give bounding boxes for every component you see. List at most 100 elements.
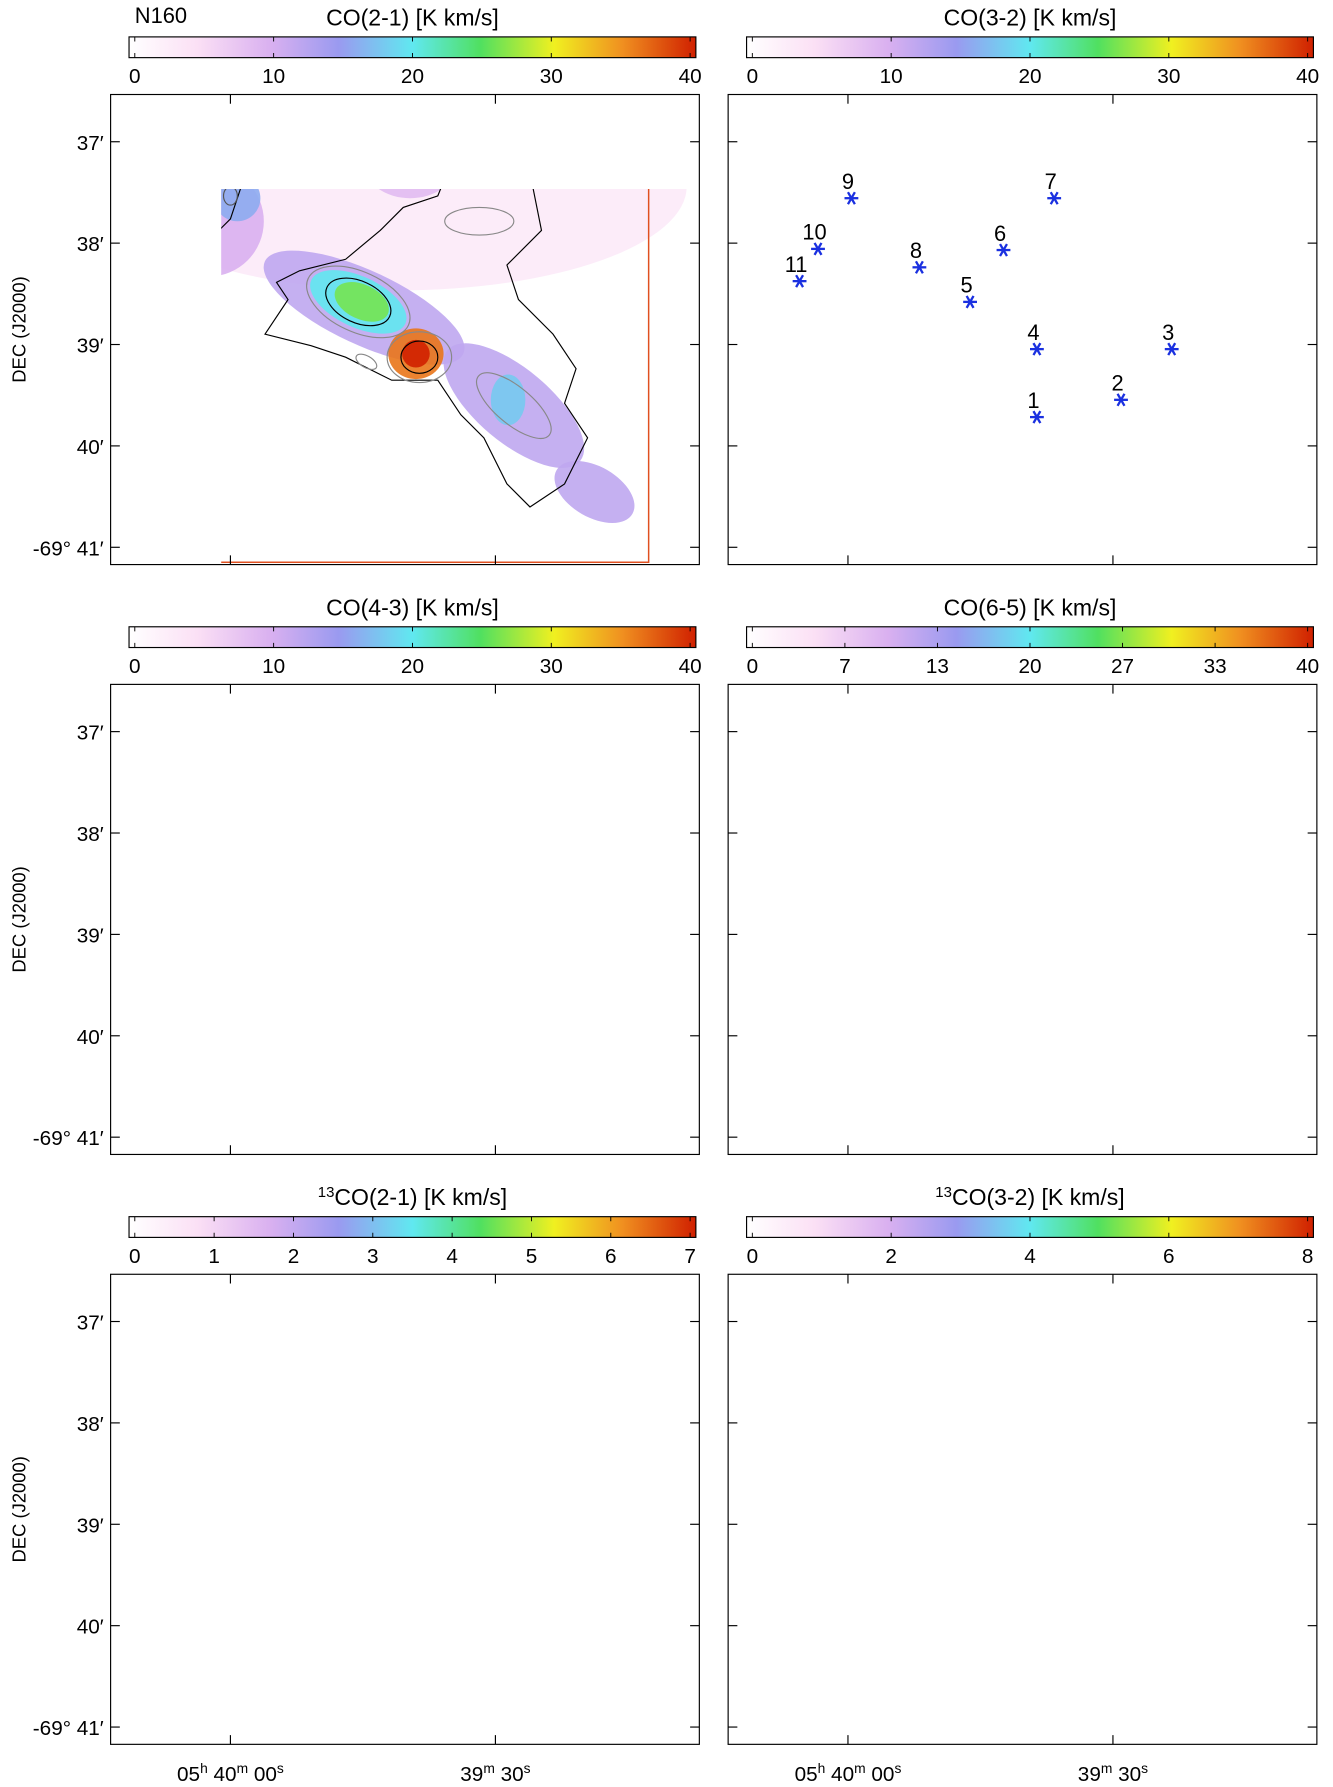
source-marker <box>1049 191 1059 205</box>
digits: 40 <box>825 1763 854 1786</box>
contour-inner <box>355 353 378 370</box>
colorbar-tick-label: 13 <box>926 655 949 678</box>
unit: h <box>818 1760 826 1776</box>
emission <box>328 864 395 920</box>
contour-inner <box>400 340 439 374</box>
contour-inner <box>1062 1387 1131 1415</box>
contour-inner <box>971 351 997 372</box>
source-marker <box>999 243 1008 257</box>
map-frame <box>110 683 700 1156</box>
panel-title: CO(2-1) [K km/s] <box>326 4 499 30</box>
colorbar-tick-label: 7 <box>684 1245 696 1268</box>
contour-inner <box>354 1531 380 1552</box>
y-axis-label: DEC (J2000) <box>8 276 29 382</box>
isotope: 13 <box>318 1184 335 1201</box>
coverage-box <box>762 141 1283 563</box>
colorbar <box>128 1216 697 1238</box>
map-area <box>111 673 687 1152</box>
colorbar-tick-label: 4 <box>446 1245 458 1268</box>
contour-inner <box>841 777 855 795</box>
contour-inner <box>1084 362 1178 449</box>
emission <box>424 912 604 1080</box>
panel-title: CO(6-5) [K km/s] <box>944 594 1117 620</box>
emission <box>1161 1628 1262 1716</box>
y-tick-label: 37′ <box>77 132 104 155</box>
emission <box>378 188 442 199</box>
map-area <box>728 673 1304 1152</box>
source-marker <box>813 242 823 256</box>
y-tick-label: 37′ <box>77 1312 104 1335</box>
isotope: 13 <box>935 1184 952 1201</box>
emission <box>728 673 1304 880</box>
y-tick-label: 38′ <box>77 823 104 846</box>
y-tick-label: 37′ <box>77 722 104 745</box>
source-label: 6 <box>994 221 1006 246</box>
y-tick-label: -69° 41′ <box>33 537 104 560</box>
coverage-box <box>793 730 1285 1152</box>
contour-inner <box>913 1431 1039 1532</box>
emission <box>946 274 1013 330</box>
contour-inner <box>805 1439 817 1455</box>
emission <box>364 719 456 788</box>
colorbar-tick-label: 0 <box>747 1245 759 1268</box>
emission <box>301 1437 416 1527</box>
contour-inner <box>913 841 1039 942</box>
contour-inner <box>1005 922 1070 973</box>
emission <box>946 864 1013 920</box>
map-area <box>221 188 687 564</box>
y-axis-label: DEC (J2000) <box>8 1456 29 1562</box>
emission <box>1020 1520 1048 1548</box>
emission <box>554 460 635 523</box>
emission <box>544 1628 645 1716</box>
source-label: 1 <box>1027 388 1039 413</box>
digits: 05 <box>795 1763 818 1786</box>
contour-inner <box>1084 952 1178 1039</box>
x-tick-label: 05h 40m 00s <box>177 1760 284 1786</box>
emission <box>153 756 264 867</box>
colorbar-tick-label: 6 <box>605 1245 617 1268</box>
colorbar-tick-label: 1 <box>208 1245 220 1268</box>
title-text: CO(6-5) [K km/s] <box>944 594 1117 620</box>
contour-inner <box>354 941 380 962</box>
emission <box>249 1408 479 1567</box>
y-axis-label: DEC (J2000) <box>8 866 29 972</box>
emission <box>491 1554 526 1605</box>
contour <box>138 1283 587 1735</box>
emission <box>328 1454 395 1510</box>
emission <box>946 1454 1013 1510</box>
contour-inner <box>387 922 452 973</box>
contour-inner <box>188 849 200 865</box>
source-label: 5 <box>961 273 973 298</box>
source-marker <box>1167 342 1177 356</box>
x-tick-label: 05h 40m 00s <box>795 1760 902 1786</box>
x-tick-label: 39m 30s <box>460 1760 530 1786</box>
contour-inner <box>444 206 515 236</box>
emission <box>1041 322 1221 490</box>
coverage-box <box>141 730 665 1152</box>
emission <box>982 719 1074 788</box>
emission <box>214 1355 260 1401</box>
unit: s <box>1141 1760 1148 1776</box>
title-text: CO(2-1) [K km/s] <box>326 4 499 30</box>
emission <box>402 1520 430 1548</box>
emission <box>221 188 261 222</box>
contour-inner <box>318 1448 398 1515</box>
emission <box>771 756 882 867</box>
contour-inner <box>318 858 398 925</box>
y-tick-label: 39′ <box>77 335 104 358</box>
colorbar-tick-label: 30 <box>1157 65 1180 88</box>
emission <box>301 847 416 937</box>
y-tick-label: 40′ <box>77 1026 104 1049</box>
colorbar-tick-label: 20 <box>1018 655 1041 678</box>
colorbar-tick-label: 5 <box>526 1245 538 1268</box>
contour <box>756 1283 1205 1735</box>
emission <box>867 818 1097 977</box>
emission <box>221 188 264 276</box>
y-tick-label: -69° 41′ <box>33 1127 104 1150</box>
source-marker <box>914 260 924 274</box>
emission <box>1041 1502 1221 1670</box>
emission <box>1041 912 1221 1080</box>
digits: 39 <box>460 1763 483 1786</box>
emission <box>832 765 878 811</box>
